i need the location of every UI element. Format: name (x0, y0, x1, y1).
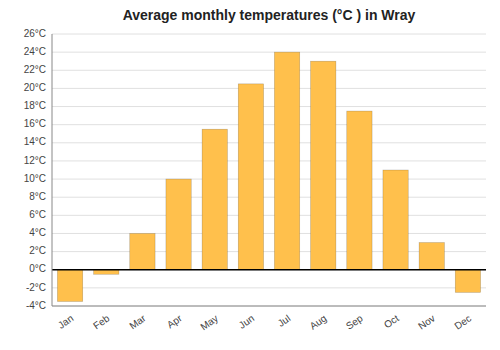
y-tick-label: -4°C (26, 300, 46, 311)
grid-line (52, 215, 486, 216)
x-tick-label: Jan (56, 313, 76, 331)
bars (57, 52, 480, 301)
y-tick-label: 16°C (24, 118, 46, 129)
y-tick-label: 26°C (24, 28, 46, 39)
grid-line (52, 197, 486, 198)
bar (238, 84, 263, 270)
y-tick-label: 20°C (24, 82, 46, 93)
y-tick-label: 0°C (29, 263, 46, 274)
y-tick-label: 24°C (24, 46, 46, 57)
x-tick-label: Aug (308, 313, 329, 332)
x-tick-label: Oct (382, 312, 401, 330)
y-tick-label: -2°C (26, 282, 46, 293)
bar (311, 61, 336, 270)
x-tick-label: Apr (165, 312, 185, 330)
x-tick-label: May (198, 313, 220, 333)
grid-line (52, 70, 486, 71)
bar (130, 233, 155, 269)
y-tick-label: 18°C (24, 100, 46, 111)
bar (57, 270, 82, 302)
y-tick-label: 2°C (29, 245, 46, 256)
x-axis (52, 306, 486, 307)
bar (455, 270, 480, 293)
grid-line (52, 233, 486, 234)
x-tick-label: Nov (416, 313, 437, 332)
bar (383, 170, 408, 270)
grid-line (52, 124, 486, 125)
grid-line (52, 142, 486, 143)
grid-line (52, 179, 486, 180)
x-tick-label: Jun (237, 313, 257, 331)
grid-line (52, 88, 486, 89)
x-tick-label: Jul (276, 313, 293, 329)
title: Average monthly temperatures (°C ) in Wr… (123, 7, 416, 23)
y-tick-label: 6°C (29, 209, 46, 220)
y-tick-label: 14°C (24, 136, 46, 147)
grid-line (52, 306, 486, 307)
chart: Average monthly temperatures (°C ) in Wr… (0, 0, 500, 350)
grid-line (52, 52, 486, 53)
grid-line (52, 287, 486, 288)
grid-line (52, 34, 486, 35)
y-tick-label: 10°C (24, 173, 46, 184)
zero-line (52, 269, 486, 271)
x-tick-label: Feb (91, 312, 112, 331)
bar (274, 52, 299, 270)
x-tick-label: Mar (127, 312, 148, 331)
y-tick-label: 12°C (24, 155, 46, 166)
y-axis (52, 34, 53, 306)
y-tick-label: 8°C (29, 191, 46, 202)
x-tick-label: Dec (452, 313, 473, 332)
grid (52, 34, 486, 306)
grid-line (52, 269, 486, 270)
bar (419, 243, 444, 270)
grid-line (52, 106, 486, 107)
grid-line (52, 160, 486, 161)
bar (347, 111, 372, 270)
y-tick-label: 4°C (29, 227, 46, 238)
y-tick-label: 22°C (24, 64, 46, 75)
bar (202, 129, 227, 270)
x-tick-label: Sep (344, 312, 365, 331)
bar (166, 179, 191, 270)
